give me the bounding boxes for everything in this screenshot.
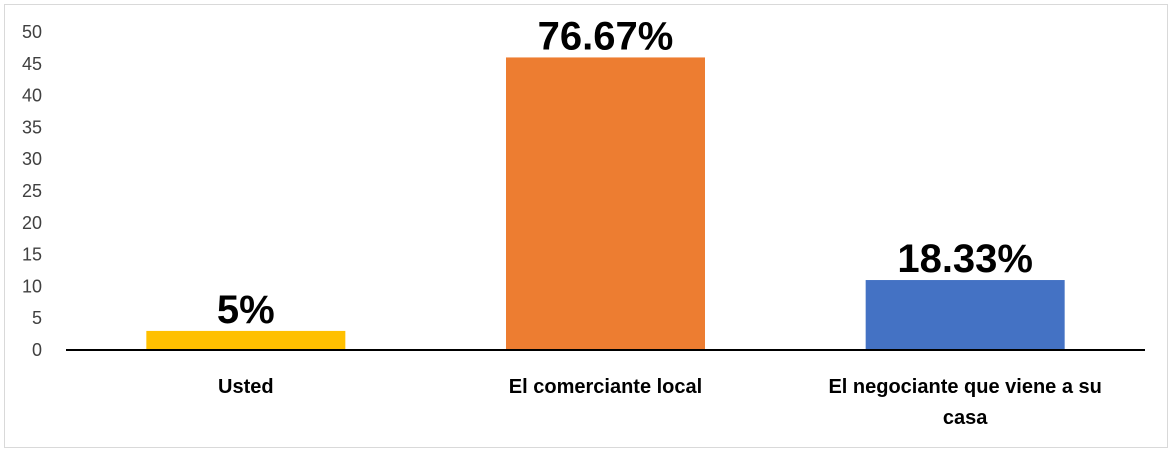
data-label: 76.67% <box>538 14 674 58</box>
bar <box>865 280 1065 350</box>
data-label: 18.33% <box>897 237 1033 281</box>
y-tick-label: 30 <box>22 149 42 169</box>
category-label: El comerciante local <box>509 376 702 398</box>
bars <box>146 57 1065 350</box>
category-label: El negociante que viene a su <box>828 376 1101 398</box>
y-tick-label: 5 <box>32 308 42 328</box>
category-labels: Usted El comerciante local El negociante q… <box>218 376 1102 429</box>
y-axis-ticks: 0 5 10 15 20 25 30 35 40 45 50 <box>22 22 42 360</box>
y-tick-label: 40 <box>22 86 42 106</box>
y-tick-label: 25 <box>22 181 42 201</box>
y-tick-label: 45 <box>22 54 42 74</box>
category-label: Usted <box>218 376 274 398</box>
y-tick-label: 35 <box>22 117 42 137</box>
bar <box>506 57 705 350</box>
data-labels: 5% 76.67% 18.33% <box>217 14 1033 331</box>
y-tick-label: 10 <box>22 276 42 296</box>
data-label: 5% <box>217 288 275 332</box>
y-tick-label: 20 <box>22 213 42 233</box>
y-tick-label: 50 <box>22 22 42 42</box>
category-label: casa <box>943 407 988 429</box>
y-tick-label: 0 <box>32 340 42 360</box>
y-tick-label: 15 <box>22 245 42 265</box>
bar <box>146 330 346 350</box>
